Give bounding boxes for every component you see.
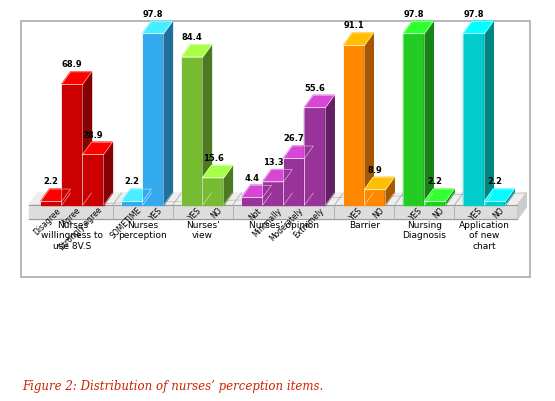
Text: Nurses' opinion: Nurses' opinion	[249, 221, 319, 230]
Polygon shape	[181, 45, 211, 57]
Text: NO: NO	[431, 206, 446, 221]
Polygon shape	[143, 33, 164, 205]
Polygon shape	[485, 21, 493, 205]
Polygon shape	[203, 45, 211, 205]
Polygon shape	[385, 177, 394, 205]
Text: NO: NO	[491, 206, 506, 221]
Text: 2.2: 2.2	[125, 177, 140, 186]
Polygon shape	[164, 21, 173, 205]
Text: Not: Not	[247, 206, 263, 222]
Polygon shape	[241, 197, 263, 205]
Text: 13.3: 13.3	[263, 158, 284, 167]
Text: 2.2: 2.2	[44, 177, 59, 186]
Polygon shape	[83, 154, 104, 205]
Polygon shape	[365, 33, 374, 205]
Text: Nurses'
view: Nurses' view	[186, 221, 219, 240]
Text: 26.7: 26.7	[284, 134, 304, 144]
Text: 8.9: 8.9	[367, 166, 382, 175]
Text: Minimally: Minimally	[251, 206, 284, 239]
Polygon shape	[344, 33, 374, 45]
Text: 97.8: 97.8	[463, 10, 484, 18]
Polygon shape	[305, 107, 325, 205]
Polygon shape	[104, 142, 113, 205]
Text: Strongly agree: Strongly agree	[58, 206, 104, 252]
Text: 28.9: 28.9	[83, 130, 103, 140]
Text: Nurses
willingness to
use 8V.S: Nurses willingness to use 8V.S	[41, 221, 103, 251]
Text: 97.8: 97.8	[143, 10, 163, 18]
Polygon shape	[143, 21, 173, 33]
Polygon shape	[62, 72, 92, 84]
Polygon shape	[284, 158, 305, 205]
Polygon shape	[365, 190, 385, 205]
Polygon shape	[284, 146, 314, 158]
Polygon shape	[485, 189, 514, 201]
Polygon shape	[485, 201, 506, 205]
Polygon shape	[325, 95, 334, 205]
Polygon shape	[305, 95, 334, 107]
Text: NO: NO	[371, 206, 386, 221]
Text: Nursing
Diagnosis: Nursing Diagnosis	[402, 221, 446, 240]
Polygon shape	[83, 142, 113, 154]
Polygon shape	[263, 182, 284, 205]
Polygon shape	[224, 166, 233, 205]
Text: SOMETIME: SOMETIME	[108, 206, 143, 241]
Text: Barrier: Barrier	[349, 221, 380, 230]
Text: YES: YES	[186, 206, 203, 223]
Text: Extremely: Extremely	[292, 206, 326, 240]
Polygon shape	[403, 21, 433, 33]
Text: Agree: Agree	[60, 206, 83, 228]
Text: YES: YES	[349, 206, 365, 223]
Text: Disagree: Disagree	[32, 206, 62, 237]
Polygon shape	[241, 185, 271, 197]
Text: Figure 2: Distribution of nurses’ perception items.: Figure 2: Distribution of nurses’ percep…	[22, 380, 324, 393]
Polygon shape	[517, 193, 526, 219]
Polygon shape	[305, 146, 314, 205]
Text: 97.8: 97.8	[403, 10, 424, 18]
Text: 2.2: 2.2	[487, 177, 502, 186]
Polygon shape	[445, 189, 454, 205]
Polygon shape	[29, 193, 526, 205]
Polygon shape	[284, 170, 292, 205]
Text: 68.9: 68.9	[62, 60, 83, 69]
Polygon shape	[41, 201, 62, 205]
Text: Nurses
perception: Nurses perception	[118, 221, 167, 240]
Polygon shape	[41, 189, 70, 201]
Polygon shape	[365, 177, 394, 190]
Polygon shape	[62, 84, 83, 205]
Polygon shape	[181, 57, 203, 205]
Text: 4.4: 4.4	[245, 174, 260, 182]
Polygon shape	[506, 189, 514, 205]
Polygon shape	[143, 189, 152, 205]
Polygon shape	[425, 189, 454, 201]
Text: Moderately: Moderately	[268, 206, 305, 243]
Polygon shape	[425, 21, 433, 205]
Text: 2.2: 2.2	[427, 177, 442, 186]
Text: 55.6: 55.6	[305, 84, 325, 93]
Polygon shape	[203, 166, 233, 178]
Polygon shape	[403, 33, 425, 205]
Polygon shape	[203, 178, 224, 205]
Polygon shape	[122, 189, 152, 201]
Text: YES: YES	[148, 206, 164, 223]
Text: 91.1: 91.1	[344, 21, 365, 30]
Polygon shape	[463, 21, 493, 33]
Polygon shape	[263, 185, 271, 205]
Text: 15.6: 15.6	[203, 154, 224, 163]
Text: YES: YES	[468, 206, 485, 223]
Polygon shape	[263, 170, 292, 182]
Polygon shape	[463, 33, 485, 205]
Polygon shape	[29, 205, 517, 219]
Polygon shape	[425, 201, 445, 205]
Polygon shape	[122, 201, 143, 205]
Text: YES: YES	[408, 206, 425, 223]
Text: 84.4: 84.4	[182, 33, 203, 42]
Polygon shape	[62, 189, 70, 205]
Polygon shape	[344, 45, 365, 205]
Text: Application
of new
chart: Application of new chart	[459, 221, 510, 251]
Polygon shape	[83, 72, 92, 205]
Text: NO: NO	[209, 206, 224, 221]
